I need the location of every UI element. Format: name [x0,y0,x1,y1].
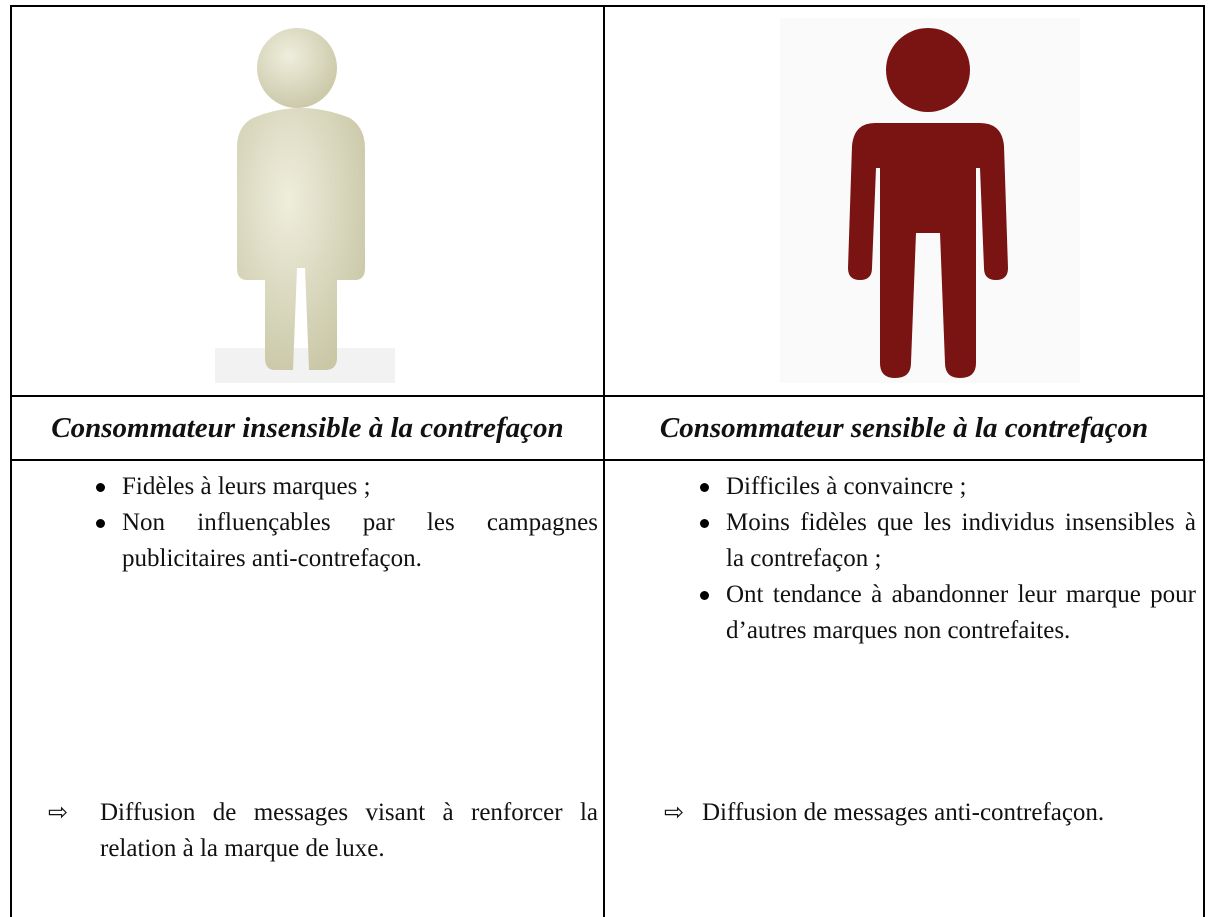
border [10,459,1205,461]
border [10,5,1205,7]
bullet: Ont tendance à abandonner leur marque po… [700,577,1196,649]
bullet-list: Difficiles à convaincre ; Moins fidèles … [700,469,1196,649]
border [10,5,12,917]
column-heading: Consommateur sensible à la contrefaçon [659,411,1149,444]
bullet: Non influençables par les campagnes publ… [96,505,598,577]
column-heading: Consommateur insensible à la contrefaçon [51,411,564,444]
figure-insensitive [215,28,395,383]
bullet: Fidèles à leurs marques ; [96,469,598,505]
conclusion: Diffusion de messages visant à renforcer… [100,799,598,862]
border [1203,5,1205,917]
arrow-icon: ⇨ [48,800,69,826]
conclusion: Diffusion de messages anti-contrefaçon. [702,799,1105,826]
border [10,395,1205,397]
bullet: Moins fidèles que les individus insensib… [700,505,1196,577]
border [603,5,605,917]
bullet-list: Fidèles à leurs marques ; Non influençab… [96,469,598,577]
figure-sensitive [780,18,1080,383]
arrow-icon: ⇨ [664,800,685,826]
bullet: Difficiles à convaincre ; [700,469,1196,505]
